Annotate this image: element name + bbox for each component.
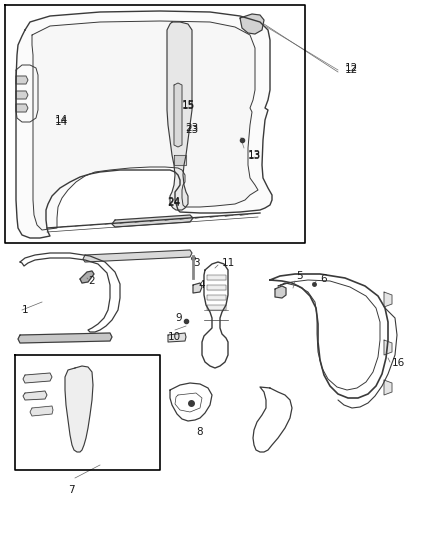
- Text: 13: 13: [248, 150, 261, 160]
- Text: 2: 2: [88, 276, 95, 286]
- Text: 1: 1: [22, 305, 28, 315]
- Text: 11: 11: [222, 258, 235, 268]
- Text: 4: 4: [198, 280, 205, 290]
- Polygon shape: [207, 285, 226, 290]
- Text: 3: 3: [193, 258, 200, 268]
- Text: 13: 13: [248, 151, 261, 161]
- Polygon shape: [16, 91, 28, 99]
- Polygon shape: [240, 14, 264, 34]
- Text: 7: 7: [68, 485, 74, 495]
- Polygon shape: [174, 83, 182, 147]
- Polygon shape: [16, 76, 28, 84]
- Polygon shape: [16, 104, 28, 112]
- Text: 16: 16: [392, 358, 405, 368]
- Polygon shape: [112, 215, 193, 227]
- Polygon shape: [207, 305, 226, 310]
- Polygon shape: [32, 21, 258, 230]
- Polygon shape: [23, 391, 47, 400]
- Polygon shape: [23, 373, 52, 383]
- Text: 23: 23: [185, 123, 198, 133]
- Text: 15: 15: [182, 100, 195, 110]
- Text: 10: 10: [168, 332, 181, 342]
- Polygon shape: [275, 286, 286, 298]
- Polygon shape: [207, 275, 226, 280]
- Text: 12: 12: [345, 65, 358, 75]
- Polygon shape: [168, 333, 186, 342]
- Text: 23: 23: [185, 125, 198, 135]
- Polygon shape: [207, 295, 226, 300]
- Polygon shape: [174, 155, 186, 165]
- Polygon shape: [167, 22, 192, 210]
- Polygon shape: [384, 340, 392, 355]
- Text: 14: 14: [55, 115, 68, 125]
- Polygon shape: [83, 250, 192, 262]
- Polygon shape: [18, 333, 112, 343]
- Text: 24: 24: [167, 197, 180, 207]
- Text: 8: 8: [196, 427, 203, 437]
- Polygon shape: [384, 292, 392, 307]
- Polygon shape: [80, 271, 94, 283]
- Polygon shape: [65, 366, 93, 452]
- Text: 15: 15: [182, 101, 195, 111]
- Polygon shape: [384, 380, 392, 395]
- Polygon shape: [16, 11, 272, 238]
- Text: 12: 12: [345, 63, 358, 73]
- Text: 5: 5: [296, 271, 303, 281]
- Text: 24: 24: [167, 198, 180, 208]
- Text: 9: 9: [175, 313, 182, 323]
- Text: 14: 14: [55, 117, 68, 127]
- Text: 6: 6: [320, 274, 327, 284]
- Polygon shape: [193, 283, 202, 293]
- Polygon shape: [30, 406, 53, 416]
